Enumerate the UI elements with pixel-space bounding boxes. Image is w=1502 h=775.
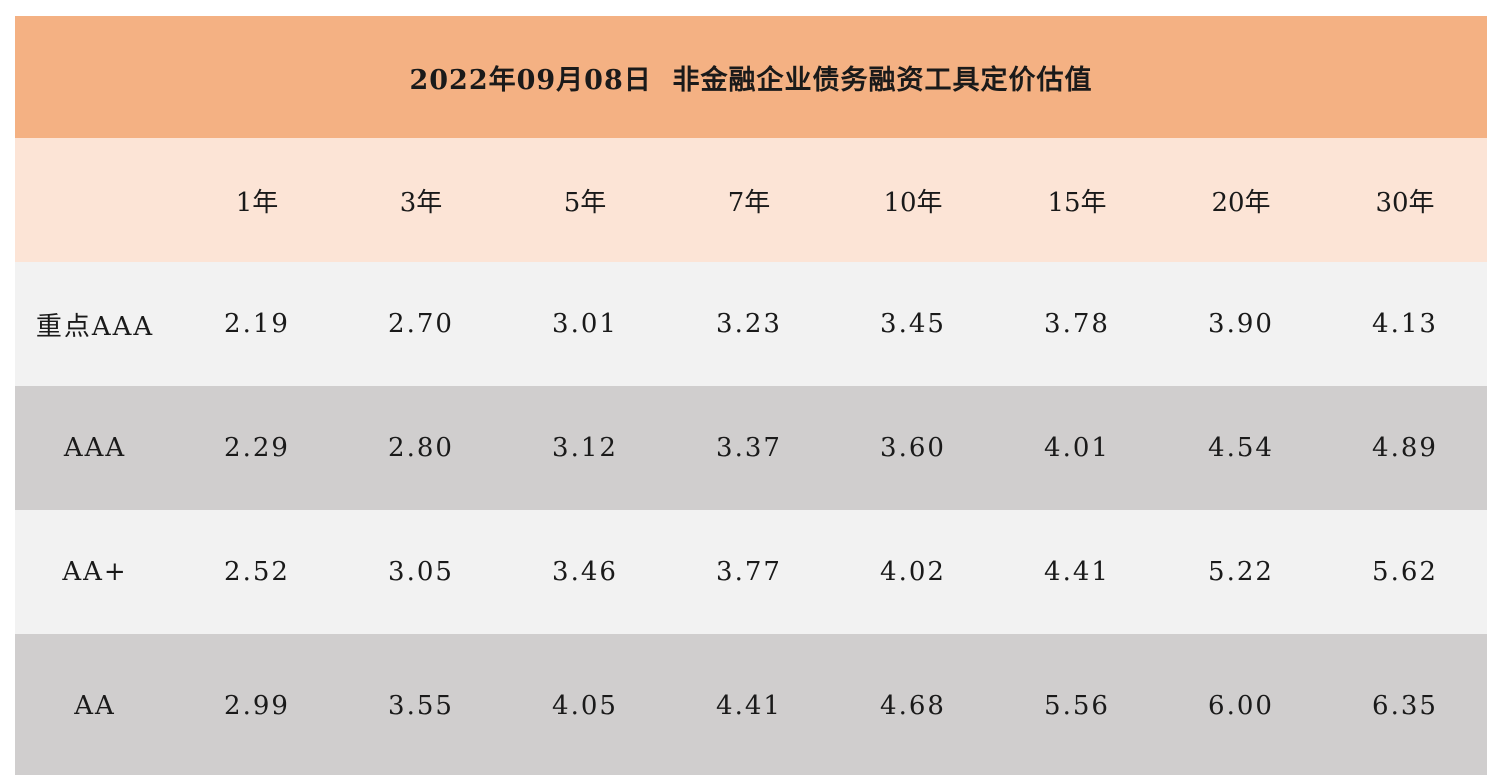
table-cell: 2.52	[224, 557, 290, 587]
column-header: 15年	[1047, 187, 1107, 218]
table-row: AAA 2.29 2.80 3.12 3.37 3.60 4.01 4.54 4…	[15, 386, 1487, 510]
table-cell: 4.41	[716, 690, 782, 721]
table-cell: 4.89	[1372, 433, 1438, 463]
table-cell: 5.62	[1372, 557, 1438, 587]
column-header: 7年	[727, 187, 771, 218]
table-cell: 2.19	[224, 309, 290, 339]
column-header: 3年	[399, 187, 443, 218]
table-row: AA 2.99 3.55 4.05 4.41 4.68 5.56 6.00 6.…	[15, 634, 1487, 775]
table-cell: 3.05	[388, 557, 454, 587]
table-cell: 3.01	[552, 309, 618, 339]
row-label: 重点AAA	[35, 311, 155, 342]
row-label: AA	[74, 690, 116, 721]
table-cell: 4.41	[1044, 557, 1110, 587]
table-cell: 3.78	[1044, 309, 1110, 339]
table-row: 重点AAA 2.19 2.70 3.01 3.23 3.45 3.78 3.90…	[15, 262, 1487, 386]
table-cell: 4.68	[880, 690, 946, 721]
column-header: 5年	[563, 187, 607, 218]
table-cell: 4.01	[1044, 433, 1110, 463]
table-cell: 4.05	[552, 690, 618, 721]
table-cell: 5.56	[1044, 690, 1110, 721]
pricing-table: 2022年09月08日 非金融企业债务融资工具定价估值 1年 3年 5年 7年 …	[15, 16, 1487, 775]
table-cell: 3.90	[1208, 309, 1274, 339]
table-cell: 3.37	[716, 433, 782, 463]
table-cell: 4.13	[1372, 309, 1438, 339]
table-cell: 6.00	[1208, 690, 1274, 721]
table-cell: 3.60	[880, 433, 946, 463]
table-cell: 3.55	[388, 690, 454, 721]
table-cell: 4.54	[1208, 433, 1274, 463]
table-title: 2022年09月08日 非金融企业债务融资工具定价估值	[409, 64, 1093, 96]
row-label: AA+	[62, 557, 128, 587]
table-cell: 4.02	[880, 557, 946, 587]
table-cell: 2.29	[224, 433, 290, 463]
row-label: AAA	[63, 433, 127, 463]
table-cell: 3.46	[552, 557, 618, 587]
column-header: 30年	[1375, 187, 1435, 218]
table-row: AA+ 2.52 3.05 3.46 3.77 4.02 4.41 5.22 5…	[15, 510, 1487, 634]
table-cell: 3.23	[716, 309, 782, 339]
table-cell: 3.77	[716, 557, 782, 587]
column-header: 20年	[1211, 187, 1271, 218]
table-title-bar: 2022年09月08日 非金融企业债务融资工具定价估值	[15, 16, 1487, 138]
table-cell: 3.45	[880, 309, 946, 339]
column-header: 10年	[883, 187, 943, 218]
table-cell: 6.35	[1372, 690, 1438, 721]
table-cell: 5.22	[1208, 557, 1274, 587]
table-cell: 2.80	[388, 433, 454, 463]
table-cell: 2.99	[224, 690, 290, 721]
table-cell: 3.12	[552, 433, 618, 463]
column-header: 1年	[235, 187, 279, 218]
table-cell: 2.70	[388, 309, 454, 339]
column-header-row: 1年 3年 5年 7年 10年 15年 20年 30年	[15, 138, 1487, 262]
